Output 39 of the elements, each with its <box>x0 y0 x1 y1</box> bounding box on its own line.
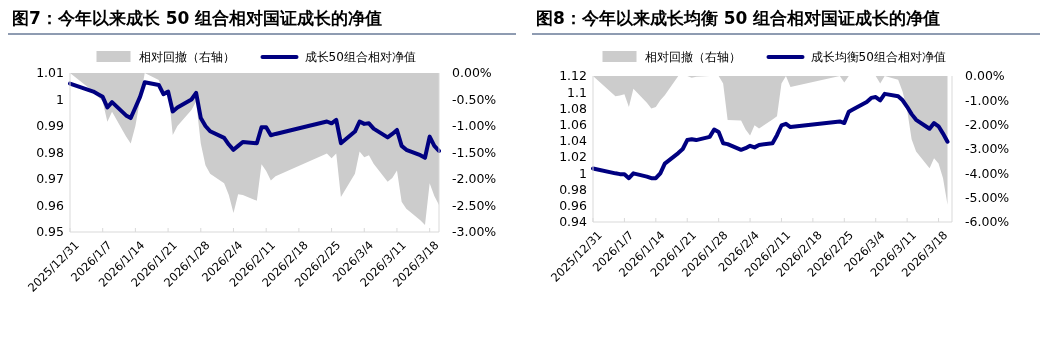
y2-tick-label: -1.00% <box>965 92 1010 108</box>
y2-tick-label: -1.00% <box>452 118 497 134</box>
y2-tick-label: 0.00% <box>452 65 492 81</box>
y-tick-label: 0.97 <box>36 171 64 187</box>
legend-label: 相对回撤（右轴） <box>644 50 741 65</box>
y-tick-label: 1.08 <box>559 100 588 116</box>
line-series <box>591 91 950 181</box>
y-tick-label: 0.96 <box>36 197 65 213</box>
y-tick-label: 1.01 <box>36 65 64 81</box>
y-tick-label: 1.12 <box>559 68 587 84</box>
legend-label: 成长均衡50组合相对净值 <box>810 50 946 65</box>
y2-tick-label: -1.50% <box>452 144 497 160</box>
y-tick-label: 1 <box>579 165 587 181</box>
y-tick-label: 0.95 <box>36 224 64 240</box>
y2-tick-label: -3.00% <box>452 224 497 240</box>
y-tick-label: 0.99 <box>36 118 65 134</box>
y2-tick-label: -5.00% <box>965 190 1010 206</box>
y2-tick-label: -3.00% <box>965 141 1010 157</box>
y2-tick-label: -0.50% <box>452 91 497 107</box>
y-tick-label: 1.1 <box>567 84 587 100</box>
chart-title: 图7：今年以来成长 50 组合相对国证成长的净值 <box>12 8 383 28</box>
y-tick-label: 0.98 <box>36 144 65 160</box>
y-tick-label: 1.04 <box>559 133 588 149</box>
y-tick-label: 0.94 <box>559 214 588 230</box>
y-tick-label: 1.02 <box>559 149 587 165</box>
line-series <box>68 80 441 160</box>
y-tick-label: 0.96 <box>559 198 588 214</box>
y2-tick-label: -2.00% <box>965 117 1010 133</box>
y2-tick-label: 0.00% <box>965 68 1005 84</box>
y2-tick-label: -4.00% <box>965 165 1010 181</box>
y-tick-label: 1.06 <box>559 117 588 133</box>
y2-tick-label: -2.50% <box>452 197 497 213</box>
chart-title: 图8：今年以来成长均衡 50 组合相对国证成长的净值 <box>536 8 941 28</box>
y-tick-label: 0.98 <box>559 181 588 197</box>
y2-tick-label: -2.00% <box>452 171 497 187</box>
legend-label: 成长50组合相对净值 <box>304 50 416 65</box>
legend-label: 相对回撤（右轴） <box>138 50 235 65</box>
y2-tick-label: -6.00% <box>965 214 1010 230</box>
y-tick-label: 1 <box>56 91 64 107</box>
